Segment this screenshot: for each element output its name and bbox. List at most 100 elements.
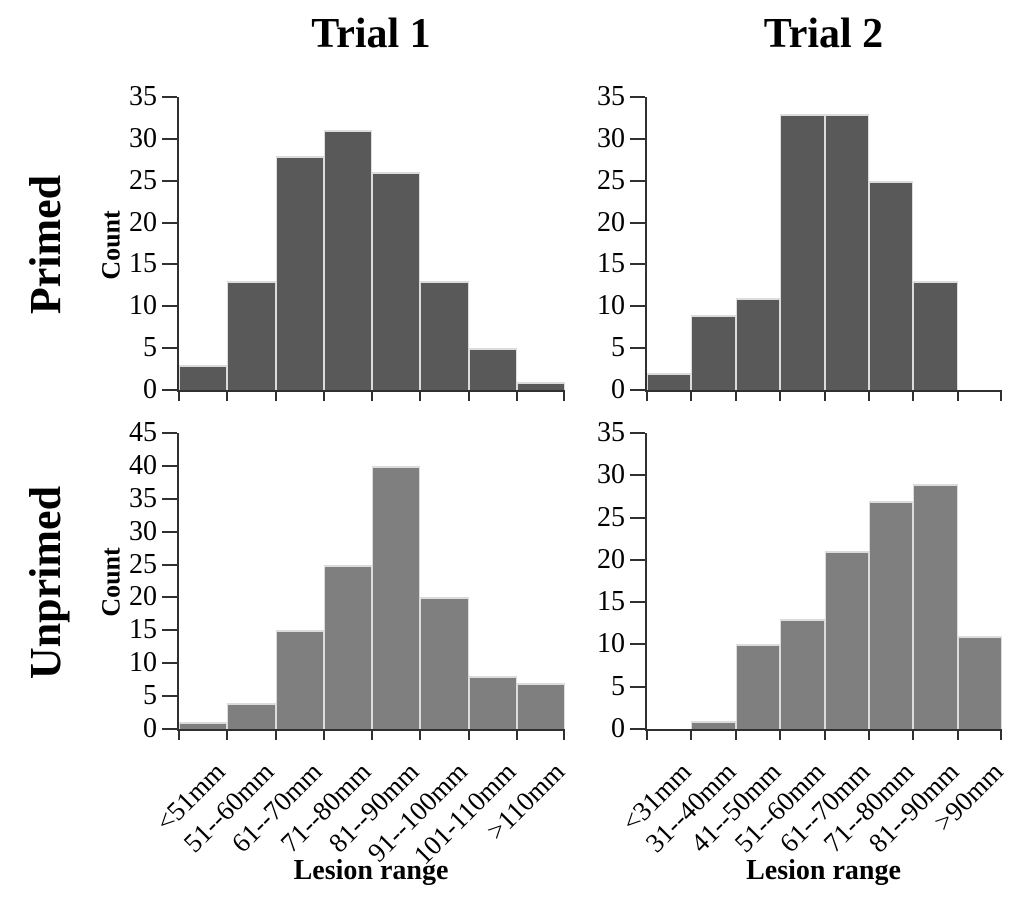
y-tick	[630, 263, 645, 266]
y-tick	[162, 530, 177, 533]
histogram-bar	[958, 636, 1002, 729]
y-tick	[162, 96, 177, 98]
histogram-bar	[227, 703, 276, 729]
histogram-bar	[372, 172, 420, 390]
y-tick	[630, 474, 645, 477]
row-label-unprimed-wrap: Unprimed	[0, 433, 92, 731]
y-tick	[162, 497, 177, 500]
row-label-unprimed: Unprimed	[21, 485, 71, 679]
x-tick	[563, 390, 565, 401]
histogram-bar	[420, 597, 469, 729]
y-tick	[630, 305, 645, 308]
column-title-trial1: Trial 1	[311, 11, 431, 57]
histogram-bar	[913, 281, 958, 390]
y-tick-label: 10	[597, 290, 625, 322]
chart-primed-trial1: 0 5 10 15 20 25 30 35	[129, 82, 565, 405]
histogram-bar	[913, 484, 958, 729]
y-tick	[630, 179, 645, 182]
y-tick	[630, 432, 645, 434]
y-tick-label: 5	[611, 332, 625, 364]
y-tick-label: 10	[597, 628, 625, 660]
y-tick-label: 0	[611, 374, 625, 405]
y-tick-label: 5	[143, 332, 157, 364]
y-tick-label: 30	[129, 515, 157, 547]
x-tick	[957, 729, 959, 740]
row-label-primed: Primed	[21, 174, 71, 315]
y-tick-label: 30	[597, 459, 625, 491]
y-tick-label: 35	[597, 81, 625, 112]
y-tick-label: 20	[129, 581, 157, 613]
y-tick-label: 20	[597, 206, 625, 238]
y-tick	[630, 347, 645, 350]
x-tick	[323, 390, 325, 401]
y-tick	[162, 389, 177, 391]
x-tick	[371, 390, 373, 401]
x-tick	[226, 390, 228, 401]
histogram-bar	[825, 551, 869, 729]
x-tick	[563, 729, 565, 740]
x-tick	[226, 729, 228, 740]
y-tick-label: 25	[129, 548, 157, 580]
x-tick	[178, 390, 180, 401]
x-tick	[690, 729, 692, 740]
histogram-bar	[324, 565, 372, 729]
histogram-bar	[780, 114, 825, 390]
x-tick	[912, 729, 914, 740]
y-tick-label: 10	[129, 290, 157, 322]
y-tick	[162, 464, 177, 467]
y-tick-label: 45	[129, 417, 157, 448]
y-tick-label: 40	[129, 449, 157, 481]
x-tick	[516, 729, 518, 740]
y-tick	[630, 96, 645, 98]
column-title-trial2: Trial 2	[763, 11, 884, 57]
y-tick-label: 0	[611, 713, 625, 744]
x-tick	[275, 729, 277, 740]
y-tick-label: 25	[597, 501, 625, 533]
y-tick-label: 25	[129, 164, 157, 196]
y-tick	[162, 263, 177, 266]
histogram-bar	[179, 722, 227, 729]
x-tick	[735, 390, 737, 401]
x-tick	[371, 729, 373, 740]
chart-unprimed-trial2: 0 5 10 15 20 25 30 35	[597, 418, 1002, 744]
y-tick	[630, 516, 645, 519]
histogram-bar	[469, 676, 517, 729]
x-tick	[419, 729, 421, 740]
x-tick	[646, 390, 648, 401]
y-tick	[162, 137, 177, 140]
histogram-bar	[372, 466, 420, 729]
histogram-bar	[647, 373, 691, 390]
x-tick	[1000, 729, 1002, 740]
y-tick	[162, 728, 177, 730]
x-tick	[516, 390, 518, 401]
x-tick	[178, 729, 180, 740]
y-tick	[630, 728, 645, 730]
x-axis-title-trial1: Lesion range	[293, 855, 449, 886]
x-tick	[323, 729, 325, 740]
y-tick	[162, 347, 177, 350]
x-tick	[957, 390, 959, 401]
x-tick	[824, 390, 826, 401]
y-tick-label: 0	[143, 713, 157, 744]
y-axis-title-wrap-top: Count	[92, 97, 132, 392]
x-tick	[824, 729, 826, 740]
histogram-bar	[691, 315, 736, 390]
histogram-bar	[276, 630, 324, 729]
histogram-bar	[420, 281, 469, 390]
x-tick	[868, 390, 870, 401]
histogram-bar	[517, 382, 565, 390]
histogram-bar	[825, 114, 869, 390]
row-label-primed-wrap: Primed	[0, 97, 92, 392]
x-tick	[275, 390, 277, 401]
histogram-bar	[179, 365, 227, 390]
x-tick	[646, 729, 648, 740]
y-tick	[630, 643, 645, 646]
histogram-bar	[324, 130, 372, 390]
x-tick	[912, 390, 914, 401]
y-tick	[162, 629, 177, 632]
x-tick	[468, 729, 470, 740]
y-tick	[630, 221, 645, 224]
y-tick	[162, 305, 177, 308]
y-tick-label: 20	[129, 206, 157, 238]
x-tick	[735, 729, 737, 740]
